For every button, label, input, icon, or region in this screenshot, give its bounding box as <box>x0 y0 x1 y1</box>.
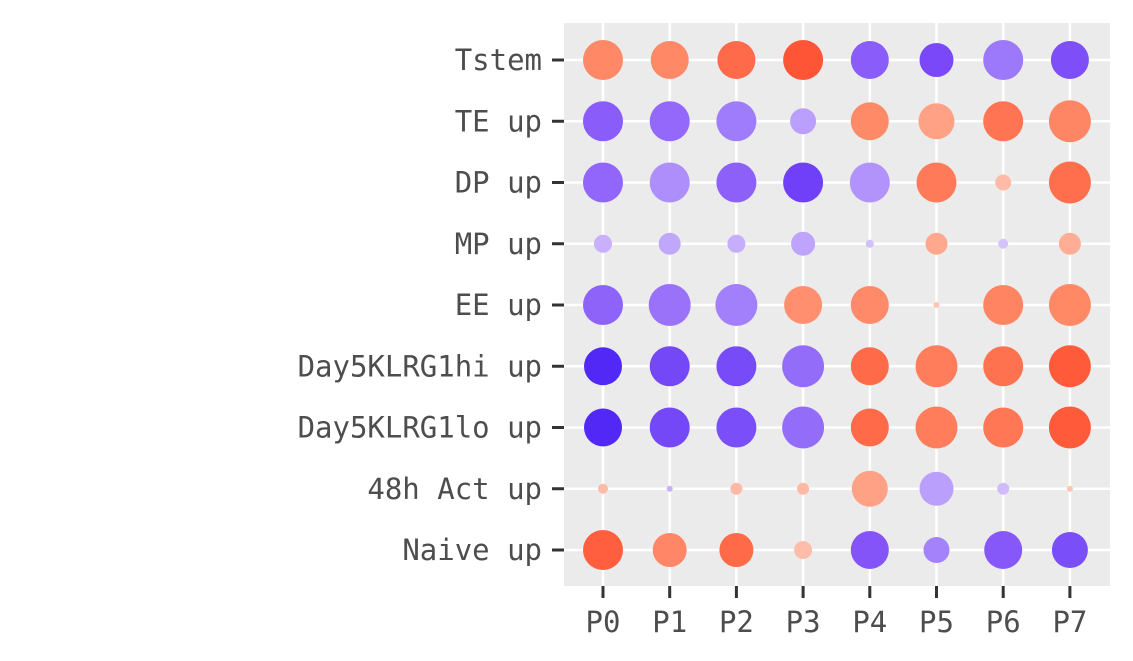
point-p3-te-up <box>790 108 817 135</box>
point-p2-naive-up <box>719 533 754 567</box>
point-p6-48h-act-up <box>997 482 1010 495</box>
point-p0-day5klrg1hi-up <box>584 347 622 386</box>
x-tick-label-p6: P6 <box>986 605 1021 639</box>
point-p5-48h-act-up <box>919 471 954 506</box>
point-p0-day5klrg1lo-up <box>584 408 622 447</box>
point-p1-dp-up <box>649 162 690 203</box>
point-p4-day5klrg1hi-up <box>850 347 889 386</box>
point-p4-day5klrg1lo-up <box>850 408 889 447</box>
point-p6-tstem <box>983 40 1024 80</box>
point-p6-day5klrg1lo-up <box>983 407 1024 448</box>
point-p1-naive-up <box>652 533 687 567</box>
point-p3-day5klrg1lo-up <box>782 406 825 449</box>
point-p5-dp-up <box>916 162 957 203</box>
point-p7-ee-up <box>1048 284 1091 326</box>
y-tick-label-naive-up: Naive up <box>402 533 542 567</box>
point-p1-48h-act-up <box>666 485 673 492</box>
point-p2-dp-up <box>716 162 757 203</box>
x-tick-label-p2: P2 <box>719 605 754 639</box>
y-axis-ticks <box>552 58 564 552</box>
y-tick-label-te-up: TE up <box>455 104 542 138</box>
point-p3-mp-up <box>791 231 816 256</box>
point-p6-day5klrg1hi-up <box>983 346 1024 387</box>
y-tick-label-ee-up: EE up <box>455 288 542 322</box>
point-p3-ee-up <box>784 286 823 324</box>
x-tick-label-p7: P7 <box>1052 605 1087 639</box>
point-p2-te-up <box>716 101 757 142</box>
point-p7-mp-up <box>1058 232 1081 255</box>
y-tick-label-dp-up: DP up <box>455 166 542 200</box>
point-p4-ee-up <box>850 286 889 324</box>
y-tick-label-day5klrg1lo-up: Day5KLRG1lo up <box>298 411 542 445</box>
point-p2-day5klrg1hi-up <box>716 346 757 387</box>
x-tick-label-p3: P3 <box>786 605 821 639</box>
point-p4-tstem <box>850 41 889 79</box>
point-p0-tstem <box>583 40 623 80</box>
point-p5-te-up <box>918 103 955 140</box>
y-tick-label-mp-up: MP up <box>455 227 542 261</box>
point-p1-mp-up <box>658 232 681 255</box>
point-p2-mp-up <box>727 234 746 253</box>
point-p1-te-up <box>649 101 690 142</box>
point-p1-day5klrg1hi-up <box>649 346 690 387</box>
point-p5-mp-up <box>925 232 948 255</box>
y-tick-label-tstem: Tstem <box>455 43 542 77</box>
point-p3-tstem <box>783 40 824 80</box>
point-p6-dp-up <box>995 174 1012 191</box>
point-p1-day5klrg1lo-up <box>649 407 690 448</box>
point-p7-tstem <box>1050 41 1089 79</box>
point-p5-ee-up <box>933 302 940 308</box>
point-p4-te-up <box>850 102 889 141</box>
point-p7-48h-act-up <box>1066 485 1073 492</box>
point-p6-naive-up <box>984 531 1023 569</box>
point-p2-48h-act-up <box>730 482 743 495</box>
point-p3-naive-up <box>794 541 813 559</box>
point-p0-mp-up <box>594 234 612 253</box>
point-p4-naive-up <box>850 531 889 569</box>
point-p3-dp-up <box>783 162 824 203</box>
point-p5-day5klrg1hi-up <box>915 345 958 388</box>
x-axis-ticks <box>601 586 1072 598</box>
point-p3-day5klrg1hi-up <box>782 345 825 388</box>
point-p0-ee-up <box>583 285 623 325</box>
point-p4-dp-up <box>849 162 890 203</box>
point-p6-te-up <box>983 101 1024 142</box>
point-p4-mp-up <box>865 239 874 248</box>
point-p1-tstem <box>650 41 689 79</box>
point-p0-naive-up <box>583 530 623 570</box>
x-tick-label-p5: P5 <box>919 605 954 639</box>
point-p5-day5klrg1lo-up <box>915 406 958 449</box>
y-tick-label-day5klrg1hi-up: Day5KLRG1hi up <box>298 349 542 383</box>
point-p0-48h-act-up <box>598 483 608 494</box>
point-p7-te-up <box>1048 100 1091 143</box>
point-p7-dp-up <box>1048 161 1091 204</box>
point-p7-day5klrg1lo-up <box>1048 406 1091 449</box>
data-points <box>583 40 1091 570</box>
point-p4-48h-act-up <box>851 470 888 507</box>
point-p2-day5klrg1lo-up <box>716 407 757 448</box>
point-p1-ee-up <box>648 284 691 326</box>
point-p0-dp-up <box>583 162 623 203</box>
point-p5-naive-up <box>923 537 950 563</box>
point-p3-48h-act-up <box>797 482 810 495</box>
point-p0-te-up <box>583 101 623 142</box>
point-p7-day5klrg1hi-up <box>1048 345 1091 388</box>
y-axis-labels: Tstem TE up DP up MP up EE up Day5KLRG1hi up D… <box>298 43 542 567</box>
x-tick-label-p0: P0 <box>586 605 621 639</box>
x-axis-labels: P0 P1 P2 P3 P4 P5 P6 P7 <box>586 605 1088 639</box>
point-p6-mp-up <box>998 238 1009 249</box>
point-p2-ee-up <box>715 284 758 326</box>
point-p5-tstem <box>919 43 954 77</box>
x-tick-label-p4: P4 <box>852 605 887 639</box>
x-tick-label-p1: P1 <box>652 605 687 639</box>
y-tick-label-48h-act-up: 48h Act up <box>367 472 542 506</box>
point-p2-tstem <box>717 41 756 79</box>
point-p7-naive-up <box>1051 532 1088 568</box>
point-p6-ee-up <box>983 285 1024 325</box>
